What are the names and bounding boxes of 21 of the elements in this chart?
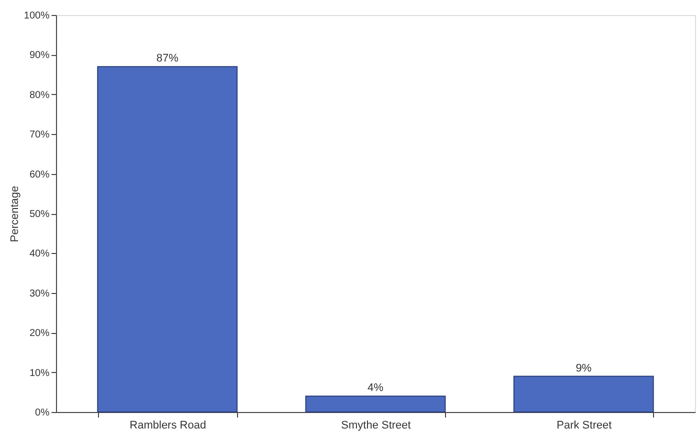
- bar: [97, 66, 238, 412]
- x-tick-label: Ramblers Road: [130, 420, 206, 432]
- x-tick-label: Smythe Street: [341, 420, 411, 432]
- y-tick-label: 20%: [29, 328, 50, 340]
- bar: [513, 376, 654, 412]
- bar: [305, 396, 446, 412]
- data-label: 4%: [368, 382, 384, 394]
- y-tick-label: 40%: [29, 248, 50, 260]
- data-label: 9%: [576, 362, 592, 374]
- x-tick-label: Park Street: [556, 420, 612, 432]
- y-tick-label: 100%: [24, 10, 50, 22]
- y-tick-label: 60%: [29, 169, 50, 180]
- y-tick-label: 0%: [35, 408, 50, 418]
- y-tick-label: 30%: [29, 288, 50, 300]
- y-axis-title: Percentage: [8, 186, 21, 242]
- y-tick-label: 80%: [29, 90, 50, 101]
- y-tick-label: 50%: [29, 209, 50, 220]
- y-tick-label: 70%: [29, 130, 50, 141]
- y-tick-label: 90%: [29, 50, 50, 62]
- y-tick-label: 10%: [29, 368, 50, 379]
- data-label: 87%: [156, 52, 179, 65]
